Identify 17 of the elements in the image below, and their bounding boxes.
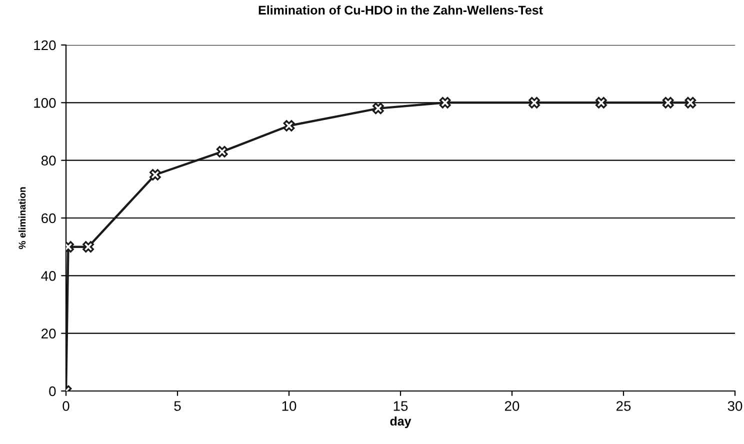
x-tick-label: 25 — [616, 401, 631, 411]
x-tick-label: 20 — [504, 401, 520, 411]
chart-title: Elimination of Cu-HDO in the Zahn-Wellens-Test — [258, 5, 543, 15]
x-tick-label: 10 — [282, 401, 296, 411]
y-tick-label: 80 — [41, 156, 56, 166]
x-tick-label: 30 — [728, 401, 742, 411]
y-tick-label: 0 — [49, 386, 56, 396]
y-tick-label: 100 — [34, 98, 56, 108]
x-axis-title: day — [390, 416, 412, 428]
x-tick-label: 15 — [394, 401, 408, 411]
y-tick-label: 120 — [34, 40, 56, 50]
y-axis-title: % elimination — [18, 187, 26, 250]
x-tick-label: 0 — [62, 401, 70, 411]
y-tick-label: 60 — [42, 213, 56, 224]
y-tick-label: 20 — [42, 328, 56, 339]
x-tick-label: 5 — [174, 401, 181, 411]
y-tick-label: 40 — [41, 271, 56, 281]
